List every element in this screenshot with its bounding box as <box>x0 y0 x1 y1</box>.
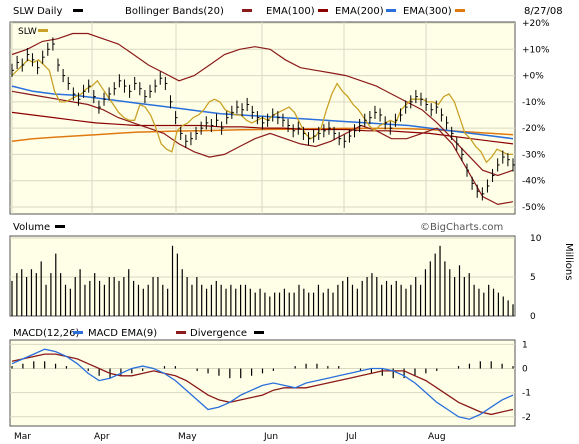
macd-y-tick-label: -2 <box>522 413 531 423</box>
ema100-legend-swatch <box>318 9 328 12</box>
volume-legend-swatch <box>55 225 65 228</box>
ema100-label: EMA(100) <box>266 6 315 17</box>
ema200-legend-swatch <box>386 9 396 12</box>
price-y-tick-label: +0% <box>522 72 544 82</box>
chart-date: 8/27/08 <box>524 6 563 17</box>
macd-ema-legend-swatch <box>176 331 186 334</box>
macd-y-tick-label: -1 <box>522 389 531 399</box>
macd-legend-swatch <box>73 331 83 334</box>
x-tick-label: Aug <box>428 432 446 442</box>
divergence-label: Divergence <box>190 328 247 339</box>
ema200-line <box>11 85 514 140</box>
bollinger-lower-line <box>11 90 514 206</box>
symbol-legend-swatch <box>73 9 83 12</box>
price-y-tick-label: +20% <box>522 19 550 29</box>
price-y-tick-label: -40% <box>522 177 546 187</box>
price-y-tick-label: +10% <box>522 45 550 55</box>
relative-legend-label: SLW <box>18 27 37 37</box>
macd-signal-line <box>11 353 514 416</box>
watermark: ©BigCharts.com <box>420 222 503 233</box>
macd-ema-label: MACD EMA(9) <box>88 328 157 339</box>
macd-label: MACD(12,26) <box>13 328 80 339</box>
ema200-label: EMA(200) <box>335 6 384 17</box>
price-y-tick-label: -20% <box>522 124 546 134</box>
bollinger-upper-line <box>11 32 514 177</box>
macd-line <box>11 348 514 420</box>
bollinger-label: Bollinger Bands(20) <box>125 6 224 17</box>
symbol-label: SLW Daily <box>13 6 62 17</box>
macd-panel-background <box>9 339 516 427</box>
ema300-line <box>11 127 514 143</box>
ema300-legend-swatch <box>455 9 465 12</box>
price-y-tick-label: -10% <box>522 98 546 108</box>
macd-y-tick-label: 1 <box>522 340 528 350</box>
volume-unit-label: Millions <box>563 243 574 280</box>
relative-legend-swatch <box>38 29 48 32</box>
divergence-legend-swatch <box>254 331 264 334</box>
volume-panel-background <box>9 235 516 317</box>
x-tick-label: Apr <box>94 432 110 442</box>
x-tick-label: Mar <box>14 432 31 442</box>
bollinger-legend-swatch <box>242 9 252 12</box>
volume-y-tick-label: 0 <box>530 312 536 322</box>
volume-y-tick-label: 5 <box>530 273 536 283</box>
price-y-tick-label: -30% <box>522 150 546 160</box>
x-tick-label: May <box>178 432 197 442</box>
ema300-label: EMA(300) <box>403 6 452 17</box>
price-y-tick-label: -50% <box>522 203 546 213</box>
x-tick-label: Jul <box>345 432 357 442</box>
volume-y-tick-label: 10 <box>530 234 542 244</box>
macd-y-tick-label: 0 <box>522 365 528 375</box>
x-tick-label: Jun <box>263 432 278 442</box>
volume-label: Volume <box>13 222 50 233</box>
